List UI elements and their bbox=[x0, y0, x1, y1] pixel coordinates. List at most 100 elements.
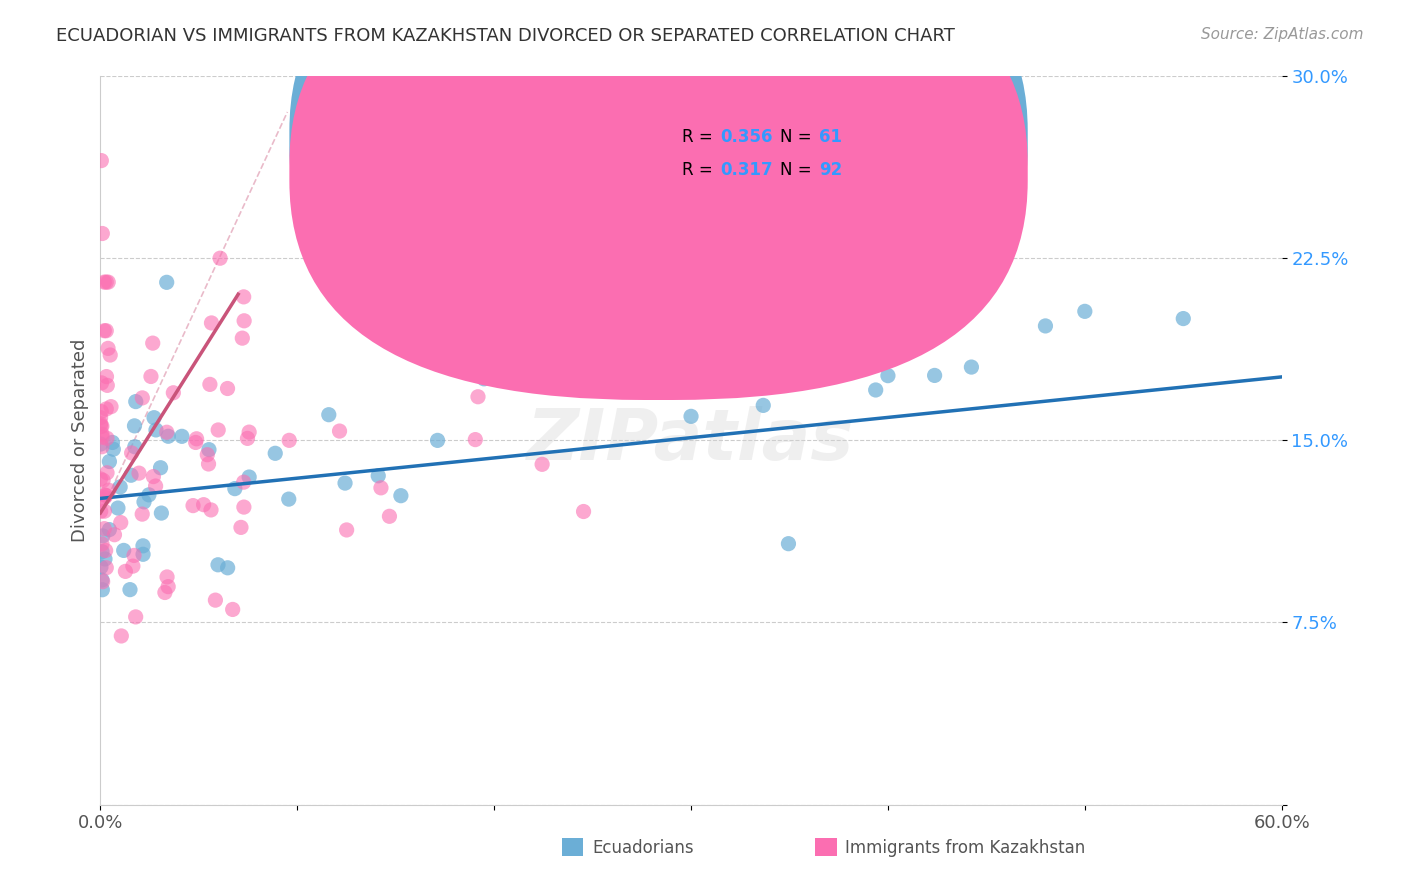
Ecuadorians bbox=[112, 543, 135, 558]
Immigrants from Kazakhstan bbox=[94, 488, 117, 502]
Ecuadorians bbox=[103, 442, 125, 457]
Immigrants from Kazakhstan bbox=[229, 520, 252, 534]
Ecuadorians bbox=[808, 351, 831, 365]
Immigrants from Kazakhstan bbox=[278, 434, 301, 448]
Ecuadorians bbox=[217, 561, 239, 575]
FancyBboxPatch shape bbox=[620, 120, 939, 203]
Ecuadorians bbox=[132, 547, 155, 561]
Immigrants from Kazakhstan bbox=[96, 369, 118, 384]
Immigrants from Kazakhstan bbox=[232, 500, 254, 514]
Immigrants from Kazakhstan bbox=[437, 220, 460, 235]
Immigrants from Kazakhstan bbox=[90, 404, 112, 418]
Immigrants from Kazakhstan bbox=[96, 560, 118, 574]
Immigrants from Kazakhstan bbox=[121, 446, 143, 460]
Ecuadorians bbox=[145, 423, 167, 437]
Ecuadorians bbox=[1074, 304, 1097, 318]
Immigrants from Kazakhstan bbox=[94, 543, 117, 558]
Ecuadorians bbox=[170, 429, 193, 443]
Immigrants from Kazakhstan bbox=[145, 479, 167, 493]
Ecuadorians bbox=[752, 398, 775, 412]
Ecuadorians bbox=[779, 348, 801, 362]
Text: Immigrants from Kazakhstan: Immigrants from Kazakhstan bbox=[845, 839, 1085, 857]
Text: ZIPatlas: ZIPatlas bbox=[527, 406, 855, 475]
Immigrants from Kazakhstan bbox=[93, 491, 115, 505]
Immigrants from Kazakhstan bbox=[90, 504, 112, 518]
Ecuadorians bbox=[574, 368, 596, 383]
Text: N =: N = bbox=[780, 161, 817, 179]
Ecuadorians bbox=[224, 482, 246, 496]
Ecuadorians bbox=[143, 410, 166, 425]
Immigrants from Kazakhstan bbox=[156, 570, 179, 584]
Ecuadorians bbox=[472, 372, 495, 386]
Immigrants from Kazakhstan bbox=[90, 419, 112, 434]
Immigrants from Kazakhstan bbox=[181, 499, 204, 513]
Immigrants from Kazakhstan bbox=[131, 391, 153, 405]
Immigrants from Kazakhstan bbox=[156, 425, 179, 440]
Immigrants from Kazakhstan bbox=[142, 469, 165, 483]
Ecuadorians bbox=[865, 383, 887, 397]
Ecuadorians bbox=[333, 476, 356, 491]
Immigrants from Kazakhstan bbox=[464, 433, 486, 447]
Ecuadorians bbox=[91, 573, 114, 587]
Text: ECUADORIAN VS IMMIGRANTS FROM KAZAKHSTAN DIVORCED OR SEPARATED CORRELATION CHART: ECUADORIAN VS IMMIGRANTS FROM KAZAKHSTAN… bbox=[56, 27, 955, 45]
Immigrants from Kazakhstan bbox=[89, 472, 111, 486]
Immigrants from Kazakhstan bbox=[531, 458, 554, 472]
Immigrants from Kazakhstan bbox=[153, 585, 176, 599]
Immigrants from Kazakhstan bbox=[96, 378, 118, 392]
Immigrants from Kazakhstan bbox=[236, 431, 259, 445]
Immigrants from Kazakhstan bbox=[232, 475, 254, 490]
Ecuadorians bbox=[124, 418, 146, 433]
Immigrants from Kazakhstan bbox=[94, 488, 117, 502]
Ecuadorians bbox=[107, 501, 129, 516]
Immigrants from Kazakhstan bbox=[100, 400, 122, 414]
Ecuadorians bbox=[98, 454, 121, 468]
Text: 92: 92 bbox=[818, 161, 842, 179]
Immigrants from Kazakhstan bbox=[572, 504, 595, 518]
Immigrants from Kazakhstan bbox=[197, 457, 219, 471]
Ecuadorians bbox=[207, 558, 229, 572]
Ecuadorians bbox=[94, 552, 117, 566]
Immigrants from Kazakhstan bbox=[96, 466, 118, 480]
Ecuadorians bbox=[264, 446, 287, 460]
Ecuadorians bbox=[318, 408, 340, 422]
Text: 0.356: 0.356 bbox=[720, 128, 773, 146]
Ecuadorians bbox=[98, 523, 121, 537]
Immigrants from Kazakhstan bbox=[90, 376, 112, 390]
Ecuadorians bbox=[101, 435, 124, 450]
Immigrants from Kazakhstan bbox=[131, 507, 153, 521]
Immigrants from Kazakhstan bbox=[221, 602, 243, 616]
Immigrants from Kazakhstan bbox=[96, 275, 118, 289]
Ecuadorians bbox=[91, 544, 114, 558]
Immigrants from Kazakhstan bbox=[193, 498, 215, 512]
Ecuadorians bbox=[468, 364, 491, 378]
Immigrants from Kazakhstan bbox=[90, 153, 112, 168]
Ecuadorians bbox=[238, 470, 260, 484]
Ecuadorians bbox=[637, 316, 659, 330]
Immigrants from Kazakhstan bbox=[93, 275, 115, 289]
Immigrants from Kazakhstan bbox=[209, 251, 232, 265]
Immigrants from Kazakhstan bbox=[238, 425, 260, 439]
Ecuadorians bbox=[367, 468, 389, 483]
Text: 61: 61 bbox=[818, 128, 842, 146]
Immigrants from Kazakhstan bbox=[232, 290, 254, 304]
Immigrants from Kazakhstan bbox=[122, 559, 145, 574]
Ecuadorians bbox=[1173, 311, 1195, 326]
Ecuadorians bbox=[198, 442, 221, 457]
Immigrants from Kazakhstan bbox=[142, 336, 165, 351]
Immigrants from Kazakhstan bbox=[97, 483, 120, 498]
Immigrants from Kazakhstan bbox=[98, 348, 121, 362]
Ecuadorians bbox=[945, 269, 967, 284]
Immigrants from Kazakhstan bbox=[122, 549, 145, 563]
Ecuadorians bbox=[132, 495, 155, 509]
Immigrants from Kazakhstan bbox=[125, 610, 148, 624]
Ecuadorians bbox=[740, 371, 762, 385]
Ecuadorians bbox=[91, 582, 114, 597]
Ecuadorians bbox=[90, 560, 112, 574]
Immigrants from Kazakhstan bbox=[93, 504, 115, 518]
Text: 0.317: 0.317 bbox=[720, 161, 773, 179]
Ecuadorians bbox=[960, 360, 983, 375]
Immigrants from Kazakhstan bbox=[328, 424, 350, 438]
Ecuadorians bbox=[778, 537, 800, 551]
Immigrants from Kazakhstan bbox=[139, 369, 162, 384]
Ecuadorians bbox=[124, 440, 146, 454]
